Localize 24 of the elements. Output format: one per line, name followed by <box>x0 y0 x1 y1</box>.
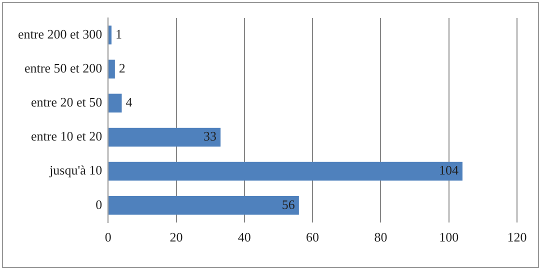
data-label: 1 <box>116 26 122 42</box>
y-tick-label: jusqu'à 10 <box>48 162 102 178</box>
y-tick-label: entre 200 et 300 <box>18 26 102 42</box>
x-tick-label: 120 <box>507 230 527 245</box>
bar <box>108 94 122 113</box>
y-tick-label: entre 50 et 200 <box>24 60 102 76</box>
data-label: 4 <box>126 94 133 110</box>
y-tick-label: entre 20 et 50 <box>30 94 102 110</box>
data-label: 33 <box>204 128 217 144</box>
bar <box>108 128 221 147</box>
data-label: 2 <box>118 60 126 76</box>
y-tick-label: 0 <box>96 196 102 212</box>
data-label: 56 <box>282 196 296 212</box>
x-tick-label: 80 <box>374 230 388 245</box>
bar <box>108 26 112 44</box>
y-tick-label: entre 10 et 20 <box>30 128 102 144</box>
bar <box>108 196 299 215</box>
x-tick-label: 40 <box>238 230 251 245</box>
x-tick-label: 20 <box>170 230 183 245</box>
x-tick-label: 60 <box>306 230 320 245</box>
data-label: 104 <box>438 162 459 178</box>
bar <box>108 60 115 78</box>
bar <box>108 162 462 181</box>
x-tick-label: 100 <box>439 230 459 245</box>
